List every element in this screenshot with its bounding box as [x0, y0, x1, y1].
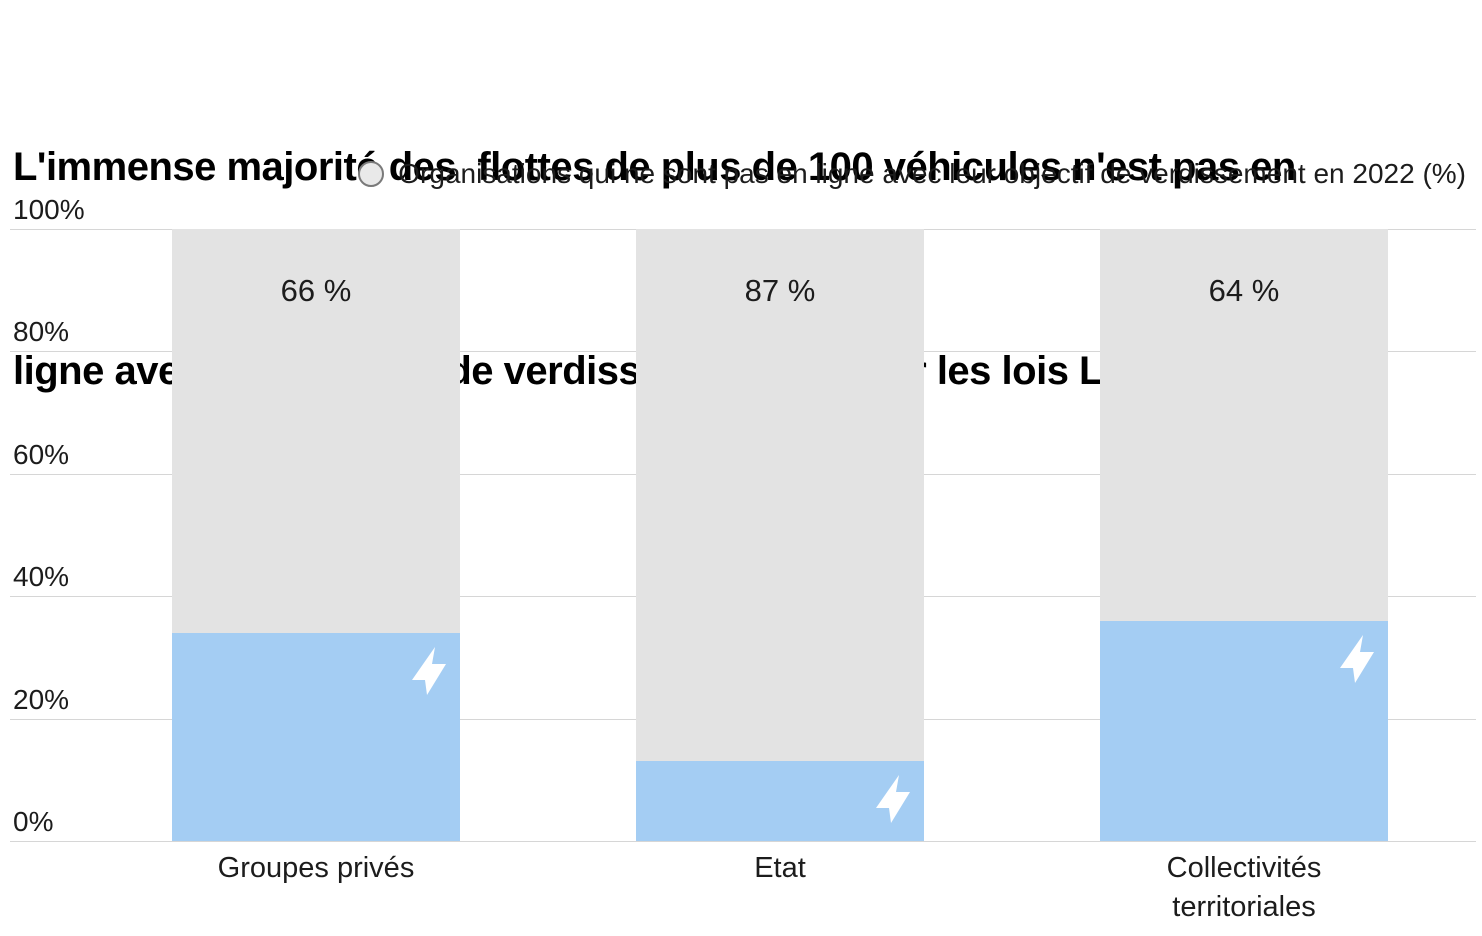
bar-collectivites-territoriales: 64 % [1100, 228, 1388, 841]
gridline [10, 841, 1476, 842]
chart-title-line-1: L'immense majorité des flottes de plus d… [13, 145, 1296, 189]
y-axis-tick-label: 20% [13, 683, 70, 715]
bar-segment-not-aligned: 64 % [1100, 228, 1388, 621]
x-axis-category-label: Collectivités territoriales [1166, 852, 1322, 923]
y-axis-tick-label: 0% [13, 806, 54, 837]
bar-value-label: 66 % [280, 272, 352, 308]
lightning-bolt-icon [1340, 634, 1374, 683]
x-axis-category-label: Etat [754, 852, 806, 884]
bar-value-label: 64 % [1208, 272, 1280, 308]
bar-segment-aligned [1100, 620, 1388, 841]
legend-label: Organisations qui ne sont pas en ligne a… [398, 158, 1466, 189]
y-axis-tick-label: 60% [13, 438, 70, 470]
lightning-bolt-icon [876, 775, 910, 824]
circle-icon [358, 161, 385, 187]
y-axis-tick-label: 100% [13, 193, 85, 225]
y-axis-tick-label: 40% [13, 561, 70, 592]
bar-value-label: 87 % [744, 272, 816, 308]
bar-segment-aligned [636, 761, 924, 841]
bar-etat: 87 % [636, 228, 924, 841]
bar-segment-not-aligned: 87 % [636, 228, 924, 762]
x-axis-category-label: Groupes privés [217, 852, 415, 884]
bar-segment-not-aligned: 66 % [172, 228, 460, 633]
lightning-bolt-icon [412, 646, 446, 695]
bar-segment-aligned [172, 632, 460, 841]
legend: Organisations qui ne sont pas en ligne a… [358, 158, 1466, 190]
y-axis-tick-label: 80% [13, 316, 70, 347]
bar-groupes-prives: 66 % [172, 228, 460, 841]
